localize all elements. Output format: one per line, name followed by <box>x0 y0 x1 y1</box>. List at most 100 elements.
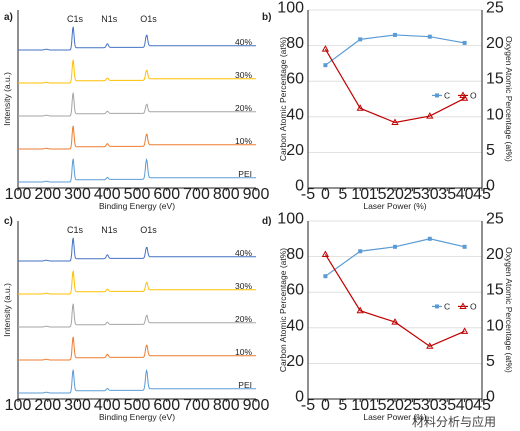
x-tick-label: 20 <box>386 186 404 203</box>
trace-label: PEI <box>238 380 252 390</box>
x-tick-label: 15 <box>369 397 387 414</box>
x-tick-label: 100 <box>5 397 32 414</box>
legend-marker <box>435 304 439 309</box>
x-tick-label: 35 <box>438 186 456 203</box>
x-tick-label: -5 <box>301 397 315 414</box>
y2-tick-label: 10 <box>486 106 504 123</box>
x-tick-label: 5 <box>338 397 347 414</box>
x-tick-label: -5 <box>301 186 315 203</box>
data-point-c <box>393 244 397 249</box>
x-tick-label: 900 <box>243 186 270 203</box>
data-point-c <box>393 32 397 37</box>
data-point-o <box>356 104 364 111</box>
y2-tick-label: 20 <box>486 246 504 263</box>
x-tick-label: 15 <box>369 186 387 203</box>
data-point-c <box>462 244 467 249</box>
x-axis-title: Laser Power (%) <box>363 201 426 211</box>
legend-label: C <box>444 301 450 311</box>
series-line-o <box>324 48 465 124</box>
atomic-percentage-panel-b: b)-5 0 5 10 15 20 25 30 35 40 45020406080100051015… <box>262 0 514 211</box>
xps-survey-panel-c: c) 100 200 300 400 500 600 700 800 900 Binding Ene… <box>2 216 269 422</box>
data-point-o <box>321 250 330 257</box>
x-tick-label: 500 <box>124 186 151 203</box>
y2-tick-label: 20 <box>486 35 504 52</box>
y-tick-label: 80 <box>286 35 304 52</box>
spectrum-trace <box>18 336 256 361</box>
x-tick-label: 45 <box>473 397 491 414</box>
panel-label: d) <box>262 216 271 227</box>
x-tick-label: 30 <box>421 186 439 203</box>
series-line-c <box>325 238 465 277</box>
atomic-percentage-panel-d: d)-5 0 5 10 15 20 25 30 35 40 45020406080100051015… <box>262 211 514 423</box>
trace-label: 20% <box>235 103 252 113</box>
x-tick-label: 45 <box>473 186 491 203</box>
y-tick-label: 40 <box>286 106 304 123</box>
y2-tick-label: 0 <box>486 178 495 195</box>
y-tick-label: 80 <box>286 246 304 263</box>
y-tick-label: 40 <box>286 317 304 334</box>
y2-tick-label: 10 <box>486 317 504 334</box>
trace-label: 30% <box>235 281 252 291</box>
axes <box>307 10 483 191</box>
x-tick-label: 800 <box>213 397 240 414</box>
spectrum-trace <box>18 303 256 328</box>
x-tick-label: 25 <box>404 397 422 414</box>
axes <box>17 221 257 402</box>
y-tick-label: 0 <box>295 389 304 406</box>
x-tick-label: 800 <box>213 186 240 203</box>
x-tick-label: 0 <box>321 186 330 203</box>
data-point-o <box>426 112 434 119</box>
peak-label: C1s <box>67 14 84 24</box>
y2-tick-label: 25 <box>486 0 504 17</box>
peak-label: N1s <box>101 225 118 235</box>
x-tick-label: 400 <box>94 186 121 203</box>
x-tick-label: 40 <box>456 397 474 414</box>
x-tick-label: 600 <box>153 186 180 203</box>
legend-marker <box>459 91 467 98</box>
x-axis-title: Binding Energy (eV) <box>99 201 175 211</box>
x-tick-label: 10 <box>351 186 369 203</box>
y-tick-label: 20 <box>286 353 304 370</box>
y-tick-label: 20 <box>286 142 304 159</box>
peak-label: N1s <box>101 14 118 24</box>
y2-axis-title: Oxygen Atomic Percentage (at%) <box>504 36 514 162</box>
data-point-c <box>427 236 432 241</box>
x-tick-label: 30 <box>421 397 439 414</box>
panel-label: a) <box>4 12 13 23</box>
spectrum-trace <box>18 270 256 295</box>
x-tick-label: 10 <box>351 397 369 414</box>
x-tick-label: 700 <box>183 186 210 203</box>
peak-label: O1s <box>140 14 157 24</box>
y2-axis-title: Oxygen Atomic Percentage (at%) <box>504 247 514 373</box>
y-tick-label: 100 <box>277 211 304 228</box>
y2-tick-label: 5 <box>486 142 495 159</box>
y2-tick-label: 25 <box>486 211 504 228</box>
watermark: 材料分析与应用 <box>412 414 496 429</box>
data-point-o <box>391 318 399 325</box>
y-tick-label: 60 <box>286 71 304 88</box>
x-tick-label: 200 <box>34 186 61 203</box>
x-axis-title: Laser Power (%) <box>363 412 426 422</box>
legend-marker <box>459 302 467 309</box>
x-axis-title: Binding Energy (eV) <box>99 412 175 422</box>
x-tick-label: 600 <box>153 397 180 414</box>
x-tick-label: 0 <box>321 397 330 414</box>
y-axis-title: Carbon Atomic Percentage (at%) <box>278 37 288 161</box>
y-tick-label: 60 <box>286 282 304 299</box>
x-tick-label: 35 <box>438 397 456 414</box>
trace-label: 40% <box>235 37 252 47</box>
y-axis-title: Intensity (a.u.) <box>2 283 12 337</box>
spectrum-trace <box>18 157 256 183</box>
y-axis-title: Intensity (a.u.) <box>2 72 12 126</box>
spectrum-trace <box>18 125 256 150</box>
axes <box>17 10 257 191</box>
data-point-c <box>427 34 432 39</box>
legend-label: O <box>470 301 477 311</box>
data-point-o <box>391 118 399 125</box>
data-point-o <box>321 45 330 52</box>
y2-tick-label: 15 <box>486 71 504 88</box>
legend-label: O <box>470 90 477 100</box>
x-tick-label: 20 <box>386 397 404 414</box>
axes <box>307 221 483 402</box>
